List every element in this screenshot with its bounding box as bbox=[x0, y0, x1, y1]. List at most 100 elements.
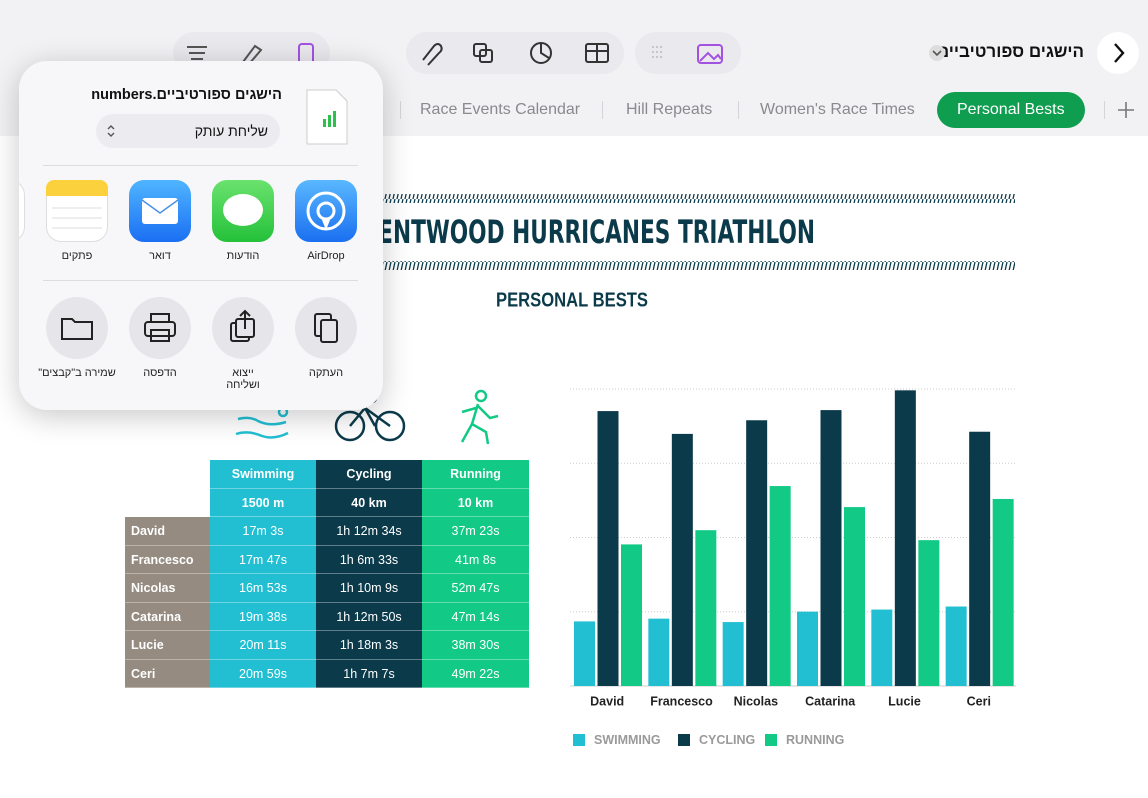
bar bbox=[918, 540, 940, 686]
airdrop-icon[interactable] bbox=[295, 180, 357, 242]
table-cell: 1h 7m 7s bbox=[316, 659, 422, 688]
table-cell: 17m 3s bbox=[210, 517, 316, 546]
send-option-label: שליחת עותק bbox=[194, 123, 268, 139]
sheet-tab[interactable]: Hill Repeats bbox=[626, 101, 713, 118]
bar bbox=[945, 606, 967, 686]
run-icon bbox=[460, 389, 499, 445]
file-name: הישגים ספורטיביים.numbers bbox=[91, 87, 282, 103]
column-header: Swimming bbox=[210, 460, 316, 489]
add-sheet[interactable] bbox=[1116, 100, 1136, 120]
table-cell: 1h 12m 34s bbox=[316, 517, 422, 546]
x-tick-label: Ceri bbox=[967, 694, 991, 708]
legend-label: SWIMMING bbox=[594, 733, 661, 747]
x-tick-label: David bbox=[590, 694, 624, 708]
messages-icon[interactable] bbox=[212, 180, 274, 242]
divider bbox=[43, 280, 358, 281]
copy-action[interactable] bbox=[295, 297, 357, 359]
tab-separator bbox=[400, 101, 401, 119]
sheet-tab-active[interactable]: Personal Bests bbox=[937, 92, 1085, 128]
app-label: פתקים bbox=[61, 250, 93, 262]
x-tick-label: Nicolas bbox=[734, 694, 779, 708]
legend-swatch bbox=[765, 734, 777, 746]
document-title[interactable]: הישגים ספורטיביים bbox=[936, 42, 1084, 61]
bar bbox=[844, 507, 865, 686]
bar bbox=[746, 420, 768, 686]
bar bbox=[574, 621, 595, 686]
sheet-tab[interactable]: Race Events Calendar bbox=[420, 101, 581, 118]
legend-label: CYCLING bbox=[699, 733, 755, 747]
bar bbox=[797, 611, 818, 686]
tab-separator bbox=[738, 101, 739, 119]
sheet-drawing: BRENTWOOD HURRICANES TRIATHLON PERSONAL … bbox=[235, 194, 1016, 747]
more-app-icon[interactable] bbox=[19, 180, 25, 242]
option-chevrons bbox=[107, 125, 115, 137]
table-cell: 17m 47s bbox=[210, 545, 316, 574]
table-cell: 47m 14s bbox=[422, 602, 529, 631]
app-label: דואר bbox=[149, 250, 171, 262]
title-rule bbox=[350, 194, 1015, 203]
action-label: שמירה ב"קבצים" bbox=[38, 367, 116, 379]
row-header: David bbox=[125, 517, 210, 546]
table-cell: 16m 53s bbox=[210, 574, 316, 603]
bar bbox=[621, 544, 642, 686]
sheet-tab[interactable]: Women's Race Times bbox=[760, 101, 915, 118]
bar bbox=[648, 618, 670, 686]
share-sheet: הישגים ספורטיביים.numbers שליחת עותק Air… bbox=[19, 61, 383, 410]
table-cell: 1h 18m 3s bbox=[316, 631, 422, 660]
bar bbox=[894, 390, 916, 686]
table-cell: 1h 6m 33s bbox=[316, 545, 422, 574]
table-cell: 38m 30s bbox=[422, 631, 529, 660]
bar bbox=[820, 410, 842, 686]
export-action[interactable] bbox=[212, 297, 274, 359]
file-thumbnail bbox=[306, 89, 348, 145]
table-cell: 20m 11s bbox=[210, 631, 316, 660]
legend-swatch bbox=[678, 734, 690, 746]
divider bbox=[43, 165, 358, 166]
send-option[interactable]: שליחת עותק bbox=[96, 114, 280, 148]
files-action[interactable] bbox=[46, 297, 108, 359]
sheet-canvas: BRENTWOOD HURRICANES TRIATHLON PERSONAL … bbox=[0, 136, 1148, 798]
title-chevron[interactable] bbox=[928, 44, 946, 62]
legend-swatch bbox=[573, 734, 585, 746]
sheet-subtitle: PERSONAL BESTS bbox=[496, 289, 648, 311]
notes-icon[interactable] bbox=[46, 180, 108, 242]
table-cell: 1h 12m 50s bbox=[316, 602, 422, 631]
app-label: הודעות bbox=[226, 250, 260, 262]
table-cell: 49m 22s bbox=[422, 659, 529, 688]
bar bbox=[671, 433, 693, 686]
bar bbox=[969, 431, 991, 686]
bar bbox=[695, 530, 717, 686]
bar bbox=[597, 411, 619, 686]
sheet-title: BRENTWOOD HURRICANES TRIATHLON bbox=[345, 213, 815, 251]
table-cell: 37m 23s bbox=[422, 517, 529, 546]
tab-separator bbox=[602, 101, 603, 119]
column-header: 10 km bbox=[422, 488, 529, 517]
table-cell: 19m 38s bbox=[210, 602, 316, 631]
action-label: הדפסה bbox=[143, 367, 177, 379]
media-toolbar[interactable] bbox=[635, 32, 741, 74]
table-cell: 41m 8s bbox=[422, 545, 529, 574]
insert-toolbar[interactable] bbox=[406, 32, 624, 74]
row-header: Catarina bbox=[125, 602, 210, 631]
row-header: Francesco bbox=[125, 545, 210, 574]
bar bbox=[992, 498, 1014, 686]
swim-icon bbox=[235, 406, 289, 439]
x-tick-label: Catarina bbox=[805, 694, 856, 708]
x-tick-label: Francesco bbox=[650, 694, 713, 708]
back-button[interactable] bbox=[1096, 31, 1140, 75]
insert-icons bbox=[422, 42, 609, 66]
bar bbox=[722, 622, 744, 686]
column-header: Running bbox=[422, 460, 529, 489]
bar bbox=[871, 609, 893, 686]
column-header: Cycling bbox=[316, 460, 422, 489]
row-header: Lucie bbox=[125, 631, 210, 660]
row-header: Nicolas bbox=[125, 574, 210, 603]
mail-icon[interactable] bbox=[129, 180, 191, 242]
row-header: Ceri bbox=[125, 659, 210, 688]
media-icons bbox=[652, 44, 723, 64]
table-cell: 20m 59s bbox=[210, 659, 316, 688]
action-label: העתקה bbox=[308, 367, 344, 379]
action-label: ייצוא ושליחה bbox=[226, 367, 260, 391]
column-header: 1500 m bbox=[210, 488, 316, 517]
print-action[interactable] bbox=[129, 297, 191, 359]
